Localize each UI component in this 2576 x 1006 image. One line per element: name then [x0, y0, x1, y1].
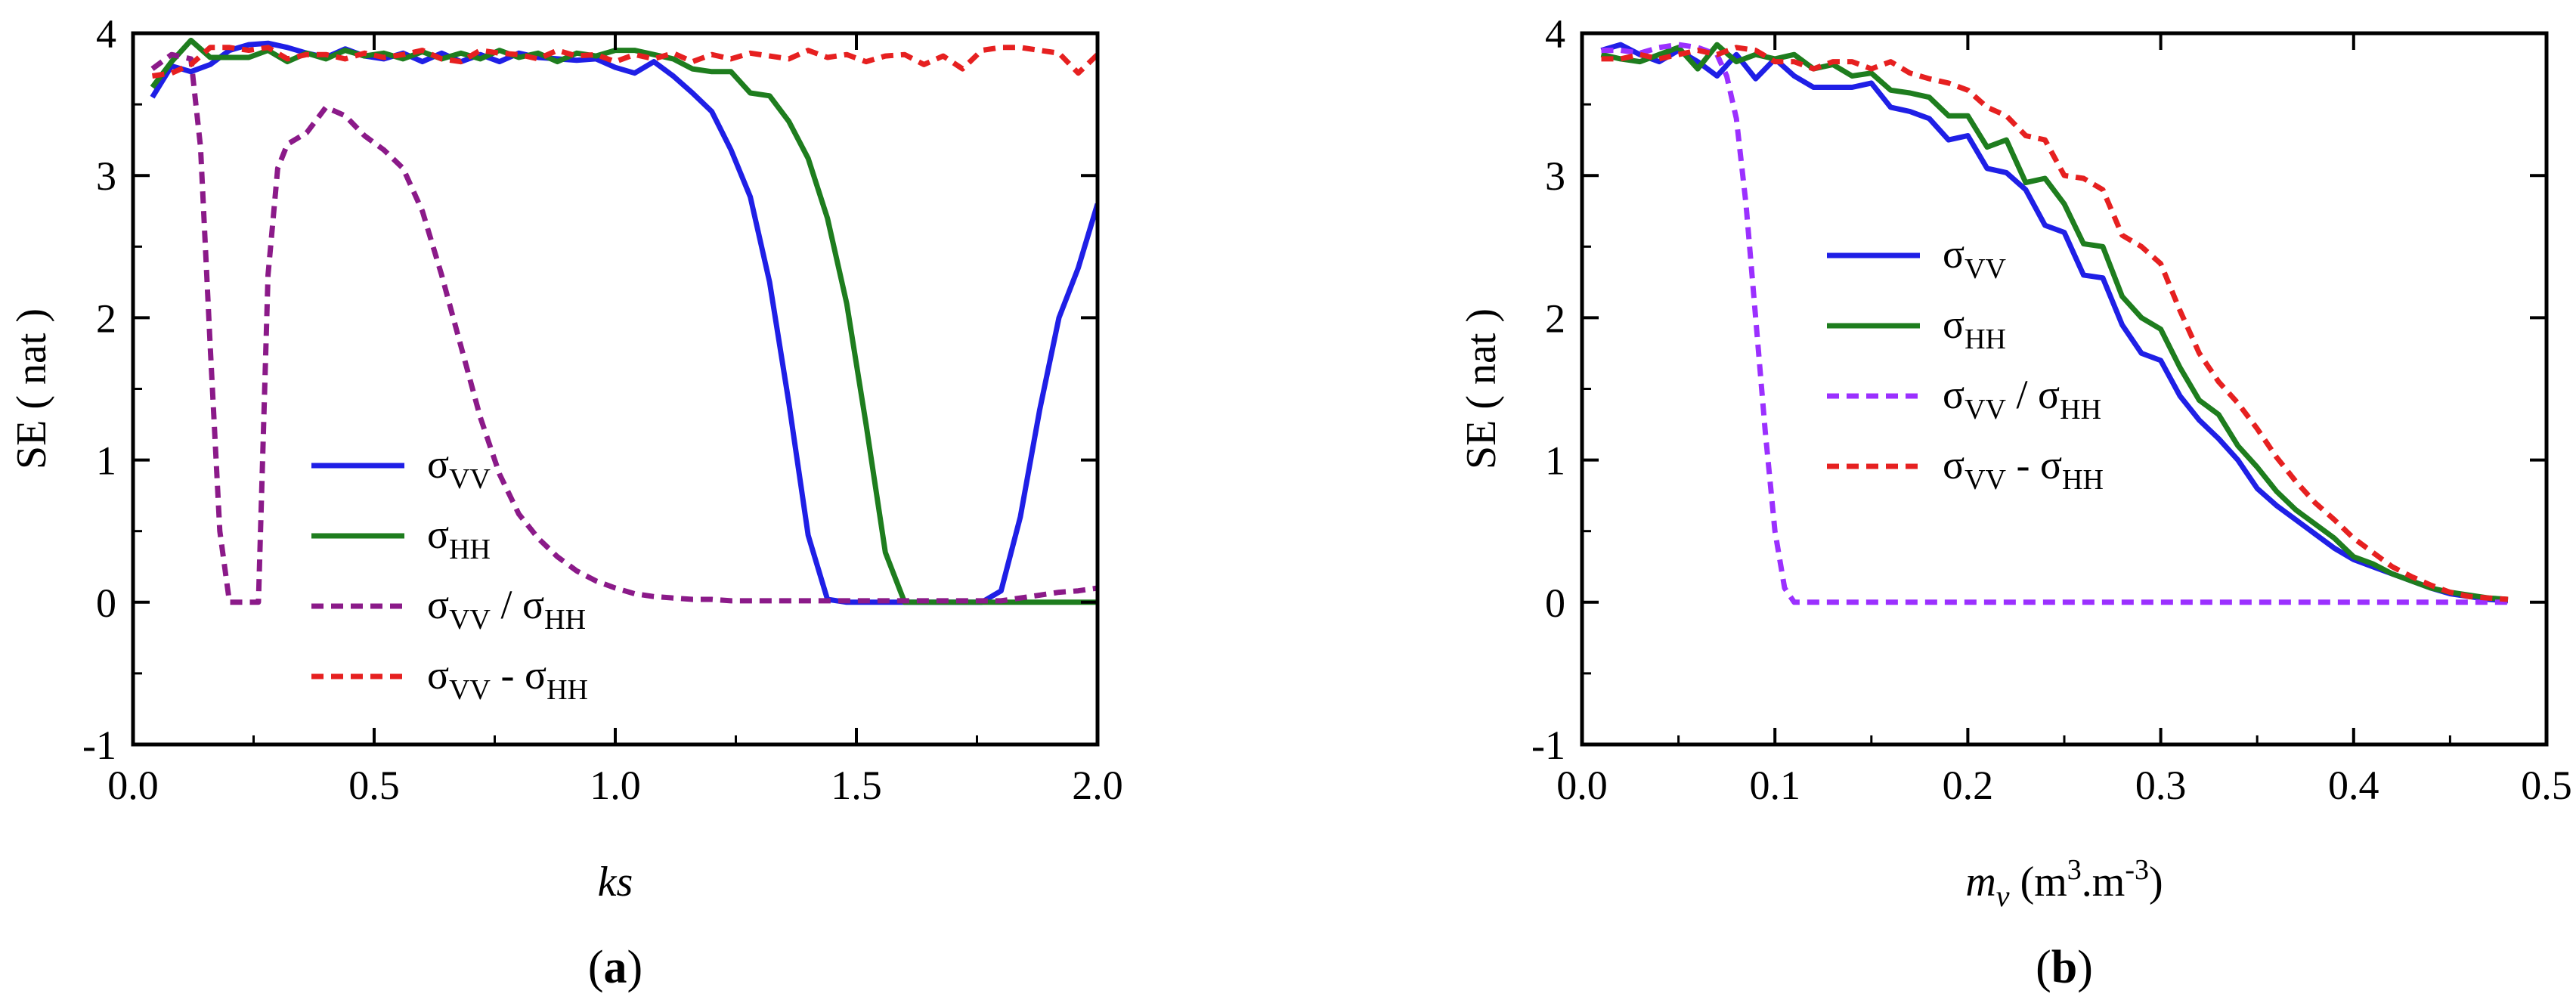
y-tick-label: 1 — [1545, 438, 1565, 484]
series-line-3 — [1601, 42, 2508, 605]
legend-label-4: σVV - σHH — [1943, 442, 2104, 496]
series-line-4 — [1601, 45, 2509, 602]
x-tick-label: 0.2 — [1943, 763, 1994, 808]
legend-label-3: σVV / σHH — [427, 582, 586, 636]
legend-label-4: σVV - σHH — [427, 652, 588, 706]
chart-panel-b: 0.0 0.1 0.2 0.3 0.4 0.5 -1 0 1 2 3 4 SE ( nat ) mv (m… — [1458, 11, 2572, 993]
series-lines — [1600, 42, 2509, 605]
panel-label: (a) — [588, 942, 642, 993]
x-axis-title: ks — [598, 859, 633, 905]
y-tick-label: 4 — [1545, 11, 1565, 57]
chart-panel-a: 0.0 0.5 1.0 1.5 2.0 -1 0 1 2 3 4 SE ( nat ) ks (a) σVV… — [8, 11, 1123, 993]
legend-label-2: σHH — [427, 512, 491, 565]
y-tick-label: 0 — [1545, 580, 1565, 626]
legend: σVV σHH σVV / σHH σVV - σHH — [1827, 231, 2104, 496]
x-tick-label: 0.5 — [348, 763, 400, 808]
series-line-2 — [150, 37, 1098, 605]
y-tick-label: 4 — [96, 11, 116, 57]
y-tick-label: 0 — [96, 580, 116, 626]
legend-label-3: σVV / σHH — [1943, 372, 2101, 426]
y-tick-label: 3 — [96, 153, 116, 199]
y-tick-label: -1 — [82, 723, 116, 768]
legend-label-1: σVV — [1943, 231, 2007, 285]
x-tick-label: 2.0 — [1072, 763, 1123, 808]
x-tick-label: 0.1 — [1749, 763, 1800, 808]
plot-frame — [131, 31, 1100, 747]
plot-frame — [1580, 31, 2549, 747]
x-tick-label: 0.0 — [107, 763, 159, 808]
series-lines — [150, 37, 1098, 605]
series-line-1 — [1600, 42, 2509, 604]
legend-label-2: σHH — [1943, 302, 2006, 355]
x-tick-label: 1.5 — [831, 763, 882, 808]
y-axis-title: SE ( nat ) — [8, 308, 55, 469]
x-tick-label: 0.0 — [1556, 763, 1608, 808]
series-line-4 — [151, 45, 1098, 79]
series-line-2 — [1600, 42, 2509, 602]
y-tick-label: 3 — [1545, 153, 1565, 199]
x-tick-label: 0.3 — [2135, 763, 2187, 808]
legend: σVV σHH σVV / σHH σVV - σHH — [311, 441, 588, 706]
x-tick-label: 0.4 — [2328, 763, 2379, 808]
y-tick-label: -1 — [1531, 723, 1565, 768]
series-line-1 — [150, 40, 1098, 605]
y-tick-label: 2 — [96, 296, 116, 341]
x-axis-title: mv (m3.m-3) — [1965, 854, 2163, 913]
x-tick-label: 0.5 — [2521, 763, 2572, 808]
legend-label-1: σVV — [427, 441, 491, 495]
panel-label: (b) — [2036, 942, 2093, 993]
y-tick-label: 1 — [96, 438, 116, 484]
x-tick-label: 1.0 — [590, 763, 641, 808]
y-tick-label: 2 — [1545, 296, 1565, 341]
y-axis-title: SE ( nat ) — [1458, 308, 1505, 469]
series-line-3 — [150, 51, 1098, 605]
